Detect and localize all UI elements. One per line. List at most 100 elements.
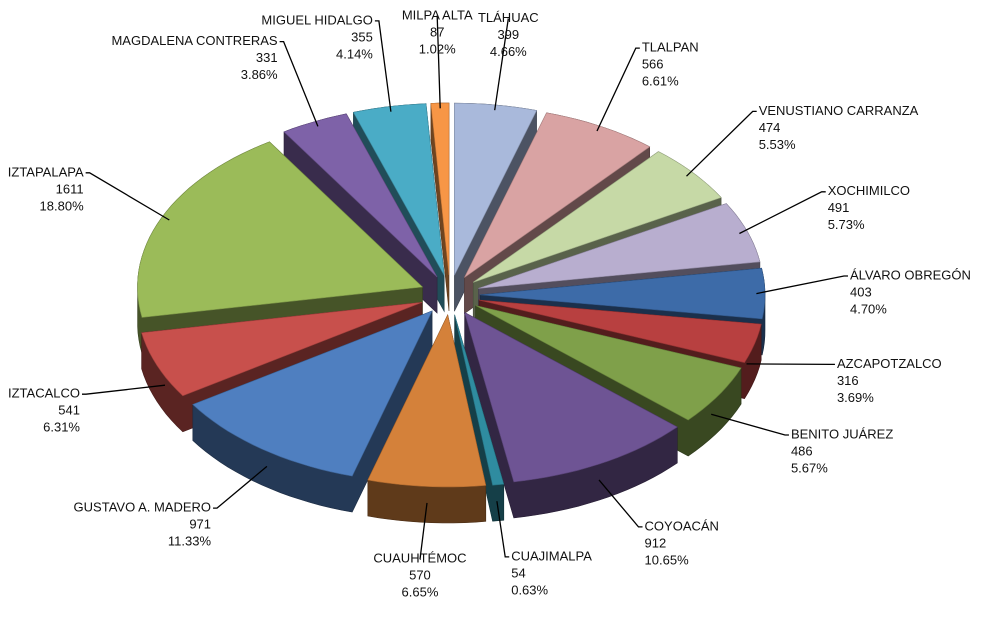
label-percent: 10.65% bbox=[645, 552, 690, 567]
label-value: 403 bbox=[850, 284, 872, 299]
leader-line bbox=[213, 465, 268, 509]
data-label: TLÁHUAC 399 4.66% bbox=[478, 10, 539, 59]
label-value: 491 bbox=[828, 200, 850, 215]
leader-line bbox=[739, 191, 826, 235]
label-percent: 3.86% bbox=[241, 67, 278, 82]
label-value: 54 bbox=[511, 565, 525, 580]
label-percent: 4.14% bbox=[336, 46, 373, 61]
slice bbox=[430, 102, 450, 312]
leader-line bbox=[756, 275, 848, 295]
label-value: 474 bbox=[759, 120, 781, 135]
leader-line bbox=[82, 384, 166, 395]
label-percent: 1.02% bbox=[419, 42, 456, 57]
data-label: COYOACÁN 912 10.65% bbox=[645, 518, 719, 567]
data-label: ÁLVARO OBREGÓN 403 4.70% bbox=[850, 267, 971, 316]
slice bbox=[192, 310, 433, 513]
slice-top bbox=[475, 305, 742, 421]
label-value: 1611 bbox=[56, 181, 84, 196]
label-name: GUSTAVO A. MADERO bbox=[74, 500, 211, 515]
slice-top bbox=[473, 151, 722, 283]
label-name: IZTACALCO bbox=[8, 386, 80, 401]
slice-top bbox=[478, 299, 762, 363]
label-percent: 6.31% bbox=[43, 420, 80, 435]
label-percent: 3.69% bbox=[837, 390, 874, 405]
slice-top bbox=[137, 141, 424, 318]
leader-line bbox=[711, 413, 789, 436]
data-label: IZTACALCO 541 6.31% bbox=[8, 386, 80, 435]
label-value: 486 bbox=[791, 443, 813, 458]
label-percent: 0.63% bbox=[511, 582, 548, 597]
label-value: 912 bbox=[645, 535, 667, 550]
label-name: IZTAPALAPA bbox=[8, 164, 84, 179]
leader-line bbox=[746, 363, 835, 366]
label-name: MAGDALENA CONTRERAS bbox=[111, 33, 277, 48]
slice-top bbox=[141, 302, 423, 397]
label-name: TLALPAN bbox=[642, 40, 699, 55]
label-percent: 4.66% bbox=[490, 44, 527, 59]
label-percent: 5.67% bbox=[791, 460, 828, 475]
leader-line bbox=[596, 47, 640, 132]
slice-top bbox=[479, 267, 766, 320]
slice-top bbox=[192, 310, 433, 477]
label-value: 541 bbox=[58, 403, 80, 418]
label-value: 331 bbox=[256, 50, 278, 65]
label-percent: 4.70% bbox=[850, 301, 887, 316]
data-label: VENUSTIANO CARRANZA 474 5.53% bbox=[759, 103, 919, 152]
data-label: BENITO JUÁREZ 486 5.67% bbox=[791, 426, 893, 475]
slice-top bbox=[464, 112, 651, 278]
leader-line bbox=[496, 501, 510, 558]
leader-line bbox=[374, 20, 392, 112]
slice-top bbox=[283, 113, 438, 278]
leader-line bbox=[85, 172, 170, 221]
label-value: 971 bbox=[189, 517, 211, 532]
slice bbox=[367, 313, 487, 524]
leader-line bbox=[686, 110, 757, 177]
slice bbox=[464, 311, 678, 519]
label-value: 316 bbox=[837, 373, 859, 388]
slice-top bbox=[464, 311, 678, 483]
label-name: XOCHIMILCO bbox=[828, 183, 910, 198]
data-label: MILPA ALTA 87 1.02% bbox=[402, 8, 473, 57]
data-label: MIGUEL HIDALGO 355 4.14% bbox=[261, 12, 373, 61]
label-percent: 18.80% bbox=[40, 198, 85, 213]
label-name: BENITO JUÁREZ bbox=[791, 426, 893, 441]
label-percent: 11.33% bbox=[168, 534, 212, 549]
label-value: 570 bbox=[409, 568, 431, 583]
slice-top bbox=[352, 103, 445, 276]
data-label: MAGDALENA CONTRERAS 331 3.86% bbox=[111, 33, 278, 82]
slice-top bbox=[367, 313, 487, 488]
label-percent: 5.73% bbox=[828, 217, 865, 232]
slice-top bbox=[478, 203, 761, 289]
label-name: MIGUEL HIDALGO bbox=[261, 12, 372, 27]
data-label: XOCHIMILCO 491 5.73% bbox=[828, 183, 910, 232]
data-label: CUAJIMALPA 54 0.63% bbox=[511, 548, 592, 597]
slice bbox=[283, 113, 438, 314]
label-value: 355 bbox=[351, 29, 373, 44]
slice-top bbox=[454, 314, 505, 486]
leader-line bbox=[279, 40, 319, 127]
label-name: TLÁHUAC bbox=[478, 10, 539, 25]
slice bbox=[137, 141, 424, 354]
label-name: AZCAPOTZALCO bbox=[837, 356, 942, 371]
data-label: TLALPAN 566 6.61% bbox=[642, 40, 699, 89]
slice bbox=[475, 305, 742, 457]
data-label: GUSTAVO A. MADERO 971 11.33% bbox=[74, 500, 212, 549]
leader-line bbox=[494, 18, 509, 111]
leader-line bbox=[436, 15, 441, 109]
leader-line bbox=[598, 479, 643, 528]
label-name: CUAJIMALPA bbox=[511, 548, 592, 563]
label-name: ÁLVARO OBREGÓN bbox=[850, 267, 971, 282]
label-name: VENUSTIANO CARRANZA bbox=[759, 103, 919, 118]
label-name: COYOACÁN bbox=[645, 518, 719, 533]
label-value: 87 bbox=[430, 25, 444, 40]
label-value: 399 bbox=[497, 27, 519, 42]
label-percent: 6.61% bbox=[642, 74, 679, 89]
slice-side bbox=[475, 305, 742, 457]
data-label: AZCAPOTZALCO 316 3.69% bbox=[837, 356, 942, 405]
label-name: MILPA ALTA bbox=[402, 8, 473, 23]
data-label: IZTAPALAPA 1611 18.80% bbox=[8, 164, 84, 213]
data-label: CUAUHTÉMOC 570 6.65% bbox=[373, 551, 466, 600]
label-name: CUAUHTÉMOC bbox=[373, 551, 466, 566]
